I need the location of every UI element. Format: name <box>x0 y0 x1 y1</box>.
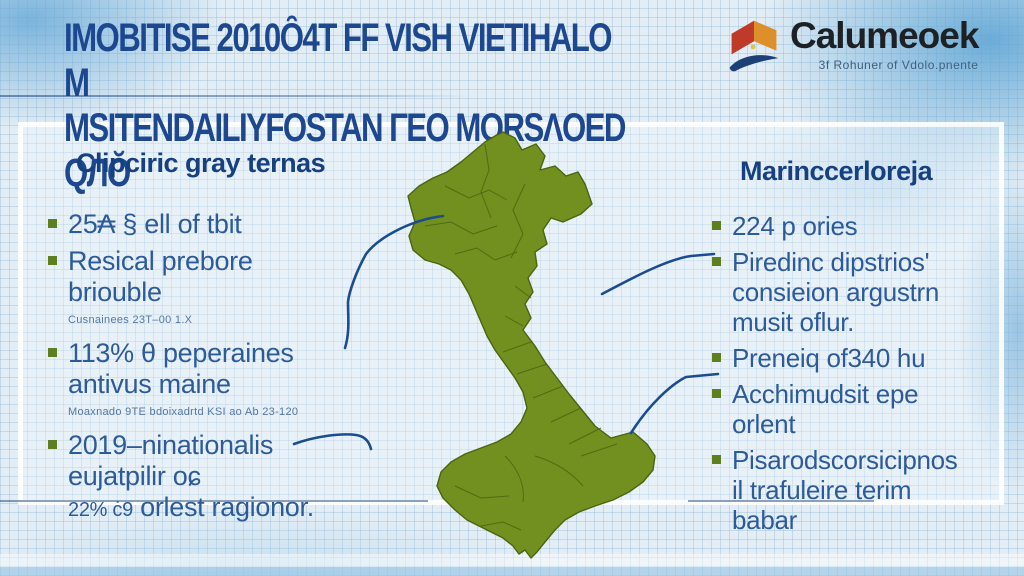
logo-tagline: 3f Rohuner of Vdolo.pnente <box>818 58 979 72</box>
logo-text: Calumeoek 3f Rohuner of Vdolo.pnente <box>790 14 979 72</box>
bullet-text: Acchimudsit epe orlent <box>732 379 919 439</box>
bullet-footnote: Moaxnado 9TE bdoixadrtd KSI ao Ab 23-120 <box>68 406 299 418</box>
bullet-text: Pisarodscorsicipnos il trafuleire terim … <box>732 445 958 535</box>
list-item: 224 p ories <box>712 211 990 241</box>
bullet-square-icon <box>712 221 721 230</box>
list-item: 25₳ § ell of tbit <box>48 209 348 240</box>
bullet-subline: 22% ċ9 orlest ragionor. <box>68 492 314 522</box>
logo-name: Calumeoek <box>790 15 979 56</box>
bullet-text: 113% θ peperaines antivus maine <box>68 338 294 399</box>
panel-bottom-line-left <box>0 500 428 502</box>
bullet-square-icon <box>48 440 57 449</box>
vietnam-outline <box>407 131 656 559</box>
list-item: 113% θ peperaines antivus maine <box>48 338 348 400</box>
list-item: Pisarodscorsicipnos il trafuleire terim … <box>712 445 990 535</box>
list-item: Resical prebore briouble <box>48 246 348 308</box>
right-bullet-list: 224 p ories Piredinc dipstrios' consieio… <box>712 211 990 535</box>
left-column-heading: Clipciric gray ternas <box>76 148 326 178</box>
slide-title: IMOBITISE 2010Ȏ4T FF VISH VIETIHALO M MS… <box>64 16 626 195</box>
bottom-blue-band <box>0 567 1024 576</box>
bullet-square-icon <box>712 257 721 266</box>
bullet-text: 224 p ories <box>732 211 858 241</box>
list-item: Piredinc dipstrios' consieion argustrn m… <box>712 247 990 337</box>
list-item: Preneiq of340 hu <box>712 343 990 373</box>
bullet-square-icon <box>48 348 57 357</box>
bullet-subline-rest: orlest ragionor. <box>132 492 314 522</box>
bullet-text: Preneiq of340 hu <box>732 343 926 373</box>
left-bullet-list: 2019–ninationalis eujatpilir oɕ 22% ċ9 o… <box>48 430 348 526</box>
list-item: 2019–ninationalis eujatpilir oɕ 22% ċ9 o… <box>48 430 348 526</box>
right-column: Marinccerloreja 224 p ories Piredinc dip… <box>712 156 990 541</box>
bottom-white-band <box>0 554 1024 567</box>
logo: Calumeoek 3f Rohuner of Vdolo.pnente <box>726 14 979 76</box>
bullet-square-icon <box>48 256 57 265</box>
logo-house-wave-icon <box>726 14 782 76</box>
right-column-heading: Marinccerloreja <box>740 156 933 186</box>
bullet-text-main: 2019–ninationalis eujatpilir oɕ <box>68 430 274 491</box>
bullet-subline-small: 22% ċ9 <box>68 499 133 521</box>
bullet-text: 25₳ § ell of tbit <box>68 209 242 239</box>
left-bullet-list: 113% θ peperaines antivus maine <box>48 338 348 400</box>
bullet-square-icon <box>712 455 721 464</box>
panel-bottom-line-right <box>688 500 874 502</box>
left-bullet-list: 25₳ § ell of tbit Resical prebore brioub… <box>48 209 348 308</box>
bullet-text: 2019–ninationalis eujatpilir oɕ 22% ċ9 o… <box>68 430 314 526</box>
bullet-footnote: Cusnainees 23T–00 1.X <box>68 314 193 326</box>
bullet-square-icon <box>712 389 721 398</box>
header-divider <box>0 95 470 97</box>
left-column: Clipciric gray ternas 25₳ § ell of tbit … <box>48 148 348 532</box>
vietnam-map <box>385 126 665 566</box>
bullet-square-icon <box>48 219 57 228</box>
bullet-text: Piredinc dipstrios' consieion argustrn m… <box>732 247 940 337</box>
bullet-text: Resical prebore briouble <box>68 246 253 307</box>
list-item: Acchimudsit epe orlent <box>712 379 990 439</box>
bullet-square-icon <box>712 353 721 362</box>
